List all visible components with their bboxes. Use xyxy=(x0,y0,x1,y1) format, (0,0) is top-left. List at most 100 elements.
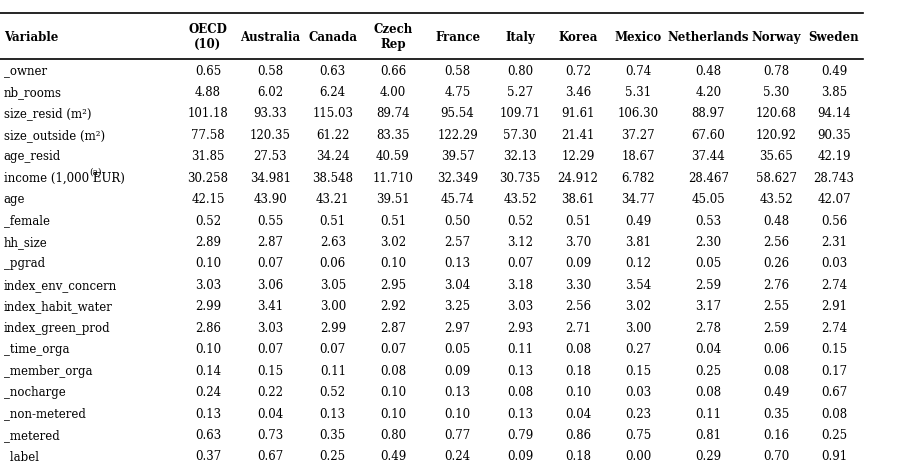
Text: 101.18: 101.18 xyxy=(187,107,229,120)
Text: 37.27: 37.27 xyxy=(621,129,655,142)
Text: 90.35: 90.35 xyxy=(817,129,851,142)
Text: 32.13: 32.13 xyxy=(503,150,537,163)
Text: 34.981: 34.981 xyxy=(250,171,291,184)
Text: 42.07: 42.07 xyxy=(817,193,851,206)
Text: 0.17: 0.17 xyxy=(821,364,847,377)
Text: 2.93: 2.93 xyxy=(507,321,533,334)
Text: 0.91: 0.91 xyxy=(821,450,847,463)
Text: _pgrad: _pgrad xyxy=(4,257,45,270)
Text: 0.75: 0.75 xyxy=(625,428,651,441)
Text: 40.59: 40.59 xyxy=(376,150,409,163)
Text: 115.03: 115.03 xyxy=(312,107,353,120)
Text: 0.10: 0.10 xyxy=(380,407,406,419)
Text: 0.65: 0.65 xyxy=(195,64,221,77)
Text: 0.13: 0.13 xyxy=(444,385,471,398)
Text: 3.85: 3.85 xyxy=(821,86,847,99)
Text: 0.11: 0.11 xyxy=(695,407,722,419)
Text: 2.99: 2.99 xyxy=(195,300,221,313)
Text: Korea: Korea xyxy=(558,31,598,44)
Text: 27.53: 27.53 xyxy=(253,150,287,163)
Text: 0.79: 0.79 xyxy=(507,428,533,441)
Text: 0.27: 0.27 xyxy=(625,343,651,356)
Text: 0.18: 0.18 xyxy=(565,364,591,377)
Text: 58.627: 58.627 xyxy=(756,171,797,184)
Text: 0.22: 0.22 xyxy=(257,385,284,398)
Text: 120.35: 120.35 xyxy=(250,129,291,142)
Text: 0.24: 0.24 xyxy=(195,385,221,398)
Text: 122.29: 122.29 xyxy=(437,129,478,142)
Text: 94.14: 94.14 xyxy=(817,107,851,120)
Text: 0.67: 0.67 xyxy=(821,385,847,398)
Text: 0.78: 0.78 xyxy=(763,64,789,77)
Text: 2.97: 2.97 xyxy=(444,321,471,334)
Text: 3.02: 3.02 xyxy=(625,300,651,313)
Text: 2.87: 2.87 xyxy=(257,236,284,249)
Text: 0.07: 0.07 xyxy=(319,343,346,356)
Text: 2.78: 2.78 xyxy=(695,321,722,334)
Text: hh_size: hh_size xyxy=(4,236,48,249)
Text: 0.08: 0.08 xyxy=(380,364,406,377)
Text: 0.10: 0.10 xyxy=(195,343,221,356)
Text: 0.24: 0.24 xyxy=(444,450,471,463)
Text: 45.74: 45.74 xyxy=(441,193,475,206)
Text: 0.10: 0.10 xyxy=(444,407,471,419)
Text: 0.25: 0.25 xyxy=(695,364,722,377)
Text: 0.56: 0.56 xyxy=(821,214,847,227)
Text: 34.24: 34.24 xyxy=(316,150,350,163)
Text: 0.55: 0.55 xyxy=(257,214,284,227)
Text: 0.70: 0.70 xyxy=(763,450,789,463)
Text: 0.37: 0.37 xyxy=(195,450,221,463)
Text: _nocharge: _nocharge xyxy=(4,385,65,398)
Text: 0.07: 0.07 xyxy=(257,257,284,270)
Text: 109.71: 109.71 xyxy=(499,107,541,120)
Text: 0.73: 0.73 xyxy=(257,428,284,441)
Text: index_env_concern: index_env_concern xyxy=(4,278,117,291)
Text: 0.08: 0.08 xyxy=(507,385,533,398)
Text: 0.26: 0.26 xyxy=(763,257,789,270)
Text: 0.08: 0.08 xyxy=(763,364,789,377)
Text: 2.99: 2.99 xyxy=(319,321,346,334)
Text: OECD
(10): OECD (10) xyxy=(188,23,228,51)
Text: 2.63: 2.63 xyxy=(319,236,346,249)
Text: 28.467: 28.467 xyxy=(688,171,729,184)
Text: size_resid (m²): size_resid (m²) xyxy=(4,107,91,120)
Text: 0.07: 0.07 xyxy=(380,343,406,356)
Text: 0.67: 0.67 xyxy=(257,450,284,463)
Text: 28.743: 28.743 xyxy=(813,171,855,184)
Text: 0.25: 0.25 xyxy=(319,450,346,463)
Text: 0.49: 0.49 xyxy=(625,214,651,227)
Text: 0.12: 0.12 xyxy=(625,257,651,270)
Text: Norway: Norway xyxy=(752,31,800,44)
Text: 2.59: 2.59 xyxy=(695,278,722,291)
Text: 2.56: 2.56 xyxy=(763,236,789,249)
Text: 0.10: 0.10 xyxy=(380,385,406,398)
Text: 0.10: 0.10 xyxy=(565,385,591,398)
Text: 2.86: 2.86 xyxy=(195,321,221,334)
Text: Czech
Rep: Czech Rep xyxy=(374,23,412,51)
Text: 3.70: 3.70 xyxy=(565,236,591,249)
Text: 38.548: 38.548 xyxy=(312,171,353,184)
Text: 0.23: 0.23 xyxy=(625,407,651,419)
Text: 12.29: 12.29 xyxy=(561,150,595,163)
Text: 38.61: 38.61 xyxy=(561,193,595,206)
Text: 0.13: 0.13 xyxy=(507,407,533,419)
Text: 43.52: 43.52 xyxy=(503,193,537,206)
Text: 95.54: 95.54 xyxy=(441,107,475,120)
Text: 0.07: 0.07 xyxy=(257,343,284,356)
Text: 6.24: 6.24 xyxy=(319,86,346,99)
Text: 3.03: 3.03 xyxy=(507,300,533,313)
Text: Canada: Canada xyxy=(308,31,357,44)
Text: 0.15: 0.15 xyxy=(625,364,651,377)
Text: Australia: Australia xyxy=(241,31,300,44)
Text: 35.65: 35.65 xyxy=(759,150,793,163)
Text: Variable: Variable xyxy=(4,31,58,44)
Text: 3.03: 3.03 xyxy=(195,278,221,291)
Text: 3.25: 3.25 xyxy=(444,300,471,313)
Text: 67.60: 67.60 xyxy=(691,129,725,142)
Text: France: France xyxy=(435,31,480,44)
Text: (a): (a) xyxy=(90,167,102,176)
Text: 3.00: 3.00 xyxy=(625,321,651,334)
Text: 3.03: 3.03 xyxy=(257,321,284,334)
Text: 5.27: 5.27 xyxy=(507,86,533,99)
Text: 0.13: 0.13 xyxy=(507,364,533,377)
